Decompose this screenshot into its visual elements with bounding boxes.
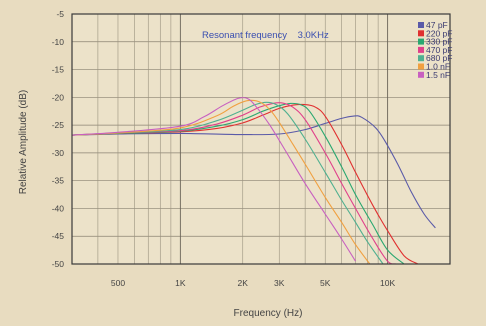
legend-label: 1.5 nF	[426, 70, 450, 80]
x-tick-label: 2K	[238, 278, 249, 288]
series-line	[71, 99, 371, 265]
legend-label: 220 pF	[426, 28, 452, 38]
legend-label: 470 pF	[426, 45, 452, 55]
y-tick-labels: -5 -10 -15 -20 -25 -30 -35 -40 -45 -50	[52, 9, 65, 269]
legend-label: 1.0 nF	[426, 62, 450, 72]
legend-swatch	[418, 30, 424, 37]
resonance-annotation: Resonant frequency 3.0KHz	[202, 30, 329, 41]
series-line	[71, 101, 384, 265]
legend-label: 330 pF	[426, 37, 452, 47]
y-tick-label: -50	[52, 259, 65, 269]
series-lines	[71, 96, 436, 265]
legend-label: 680 pF	[426, 53, 452, 63]
y-tick-label: -5	[56, 9, 64, 19]
x-tick-label: 5K	[320, 278, 331, 288]
x-tick-labels: 500 1K 2K 3K 5K 10K	[111, 278, 396, 288]
series-line	[71, 115, 436, 229]
plot-frame	[71, 13, 451, 265]
y-tick-label: -45	[52, 231, 65, 241]
y-tick-label: -20	[52, 92, 65, 102]
x-tick-label: 3K	[274, 278, 285, 288]
legend-swatch	[418, 46, 424, 53]
y-tick-label: -15	[52, 65, 65, 75]
y-tick-label: -25	[52, 120, 65, 130]
legend-swatch	[418, 63, 424, 70]
legend-label: 47 pF	[426, 20, 448, 30]
y-tick-label: -40	[52, 203, 65, 213]
y-tick-label: -30	[52, 148, 65, 158]
x-tick-label: 10K	[380, 278, 395, 288]
series-line	[71, 103, 419, 265]
series-line	[71, 102, 397, 265]
x-tick-label: 1K	[175, 278, 186, 288]
series-line	[71, 102, 405, 265]
x-axis-label: Frequency (Hz)	[234, 308, 303, 319]
y-axis-label: Relative Amplitude (dB)	[18, 90, 29, 195]
series-line	[71, 96, 356, 262]
y-tick-label: -35	[52, 176, 65, 186]
legend-swatch	[418, 38, 424, 45]
plot-background	[72, 14, 450, 264]
legend-swatch	[418, 22, 424, 28]
y-tick-label: -10	[52, 37, 65, 47]
legend-swatch	[418, 71, 424, 78]
legend-swatch	[418, 55, 424, 62]
x-tick-label: 500	[111, 278, 125, 288]
